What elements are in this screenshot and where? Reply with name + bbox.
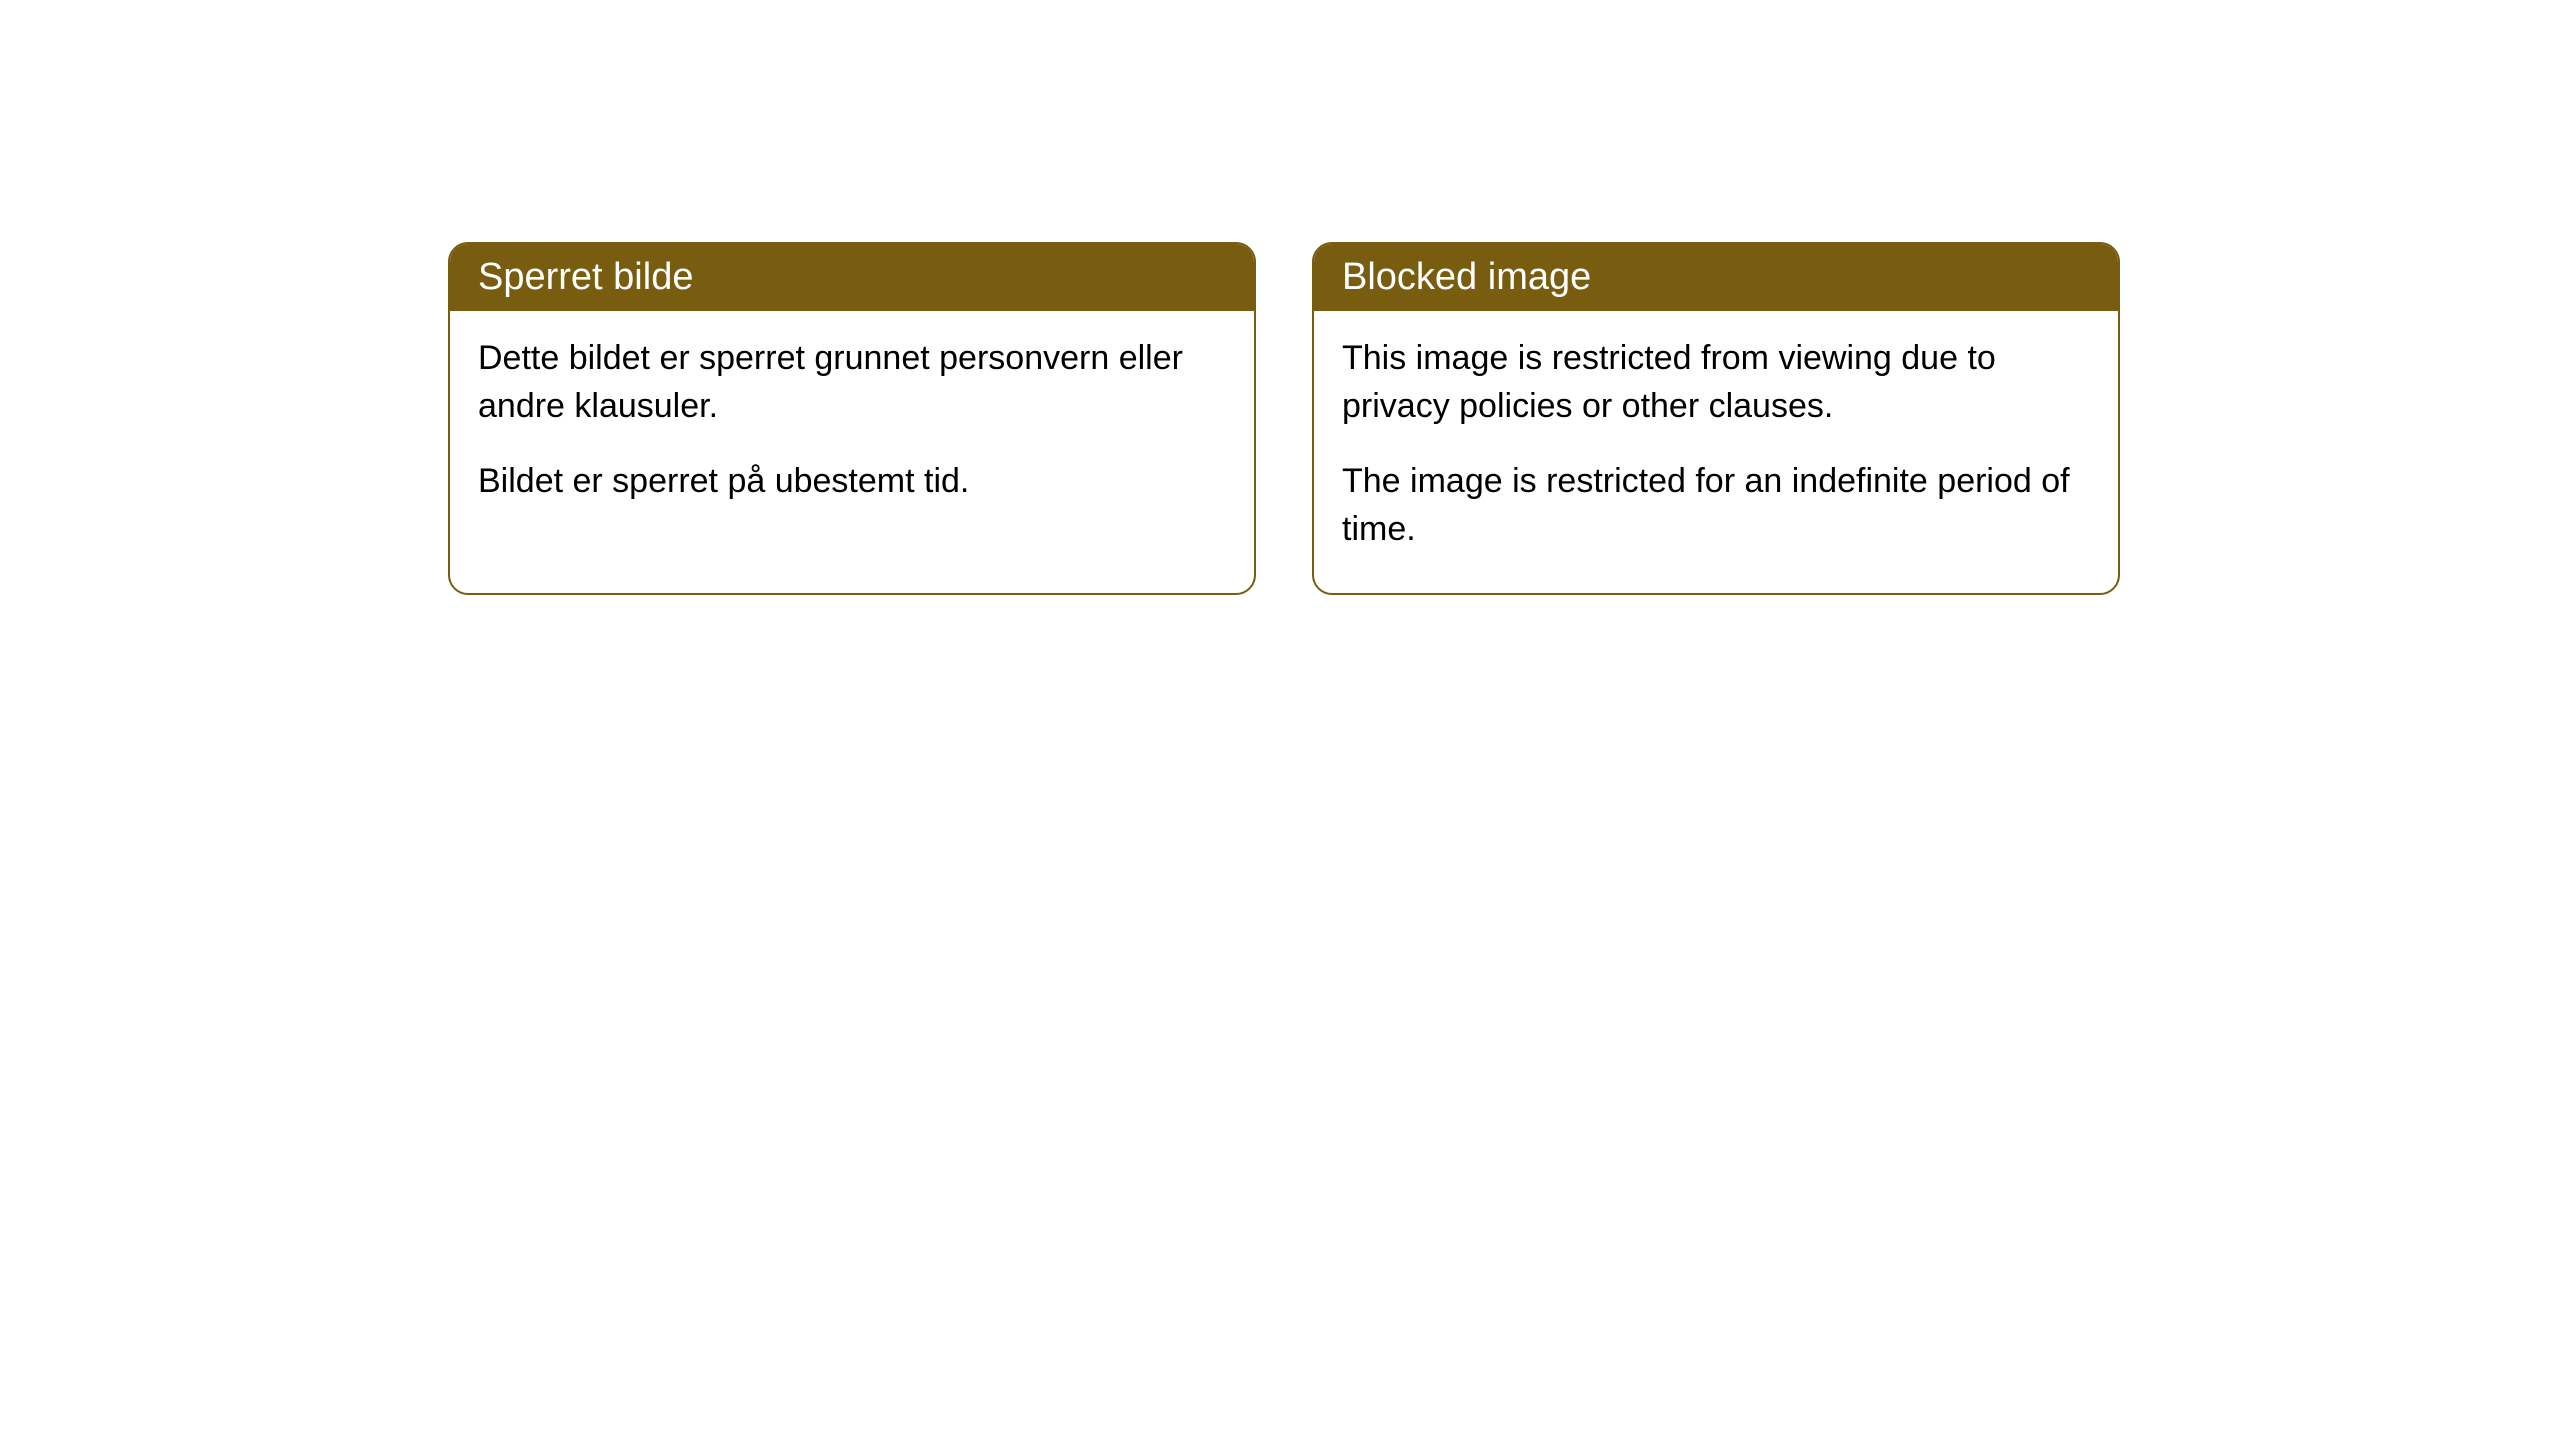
- card-paragraph-2-norwegian: Bildet er sperret på ubestemt tid.: [478, 458, 1226, 506]
- card-paragraph-1-english: This image is restricted from viewing du…: [1342, 335, 2090, 430]
- card-paragraph-1-norwegian: Dette bildet er sperret grunnet personve…: [478, 335, 1226, 430]
- card-paragraph-2-english: The image is restricted for an indefinit…: [1342, 458, 2090, 553]
- card-body-english: This image is restricted from viewing du…: [1314, 311, 2118, 593]
- card-body-norwegian: Dette bildet er sperret grunnet personve…: [450, 311, 1254, 546]
- notice-card-english: Blocked image This image is restricted f…: [1312, 242, 2120, 595]
- card-title-english: Blocked image: [1342, 256, 1591, 298]
- card-title-norwegian: Sperret bilde: [478, 256, 693, 298]
- card-header-english: Blocked image: [1314, 244, 2118, 311]
- card-header-norwegian: Sperret bilde: [450, 244, 1254, 311]
- notice-container: Sperret bilde Dette bildet er sperret gr…: [448, 242, 2120, 595]
- notice-card-norwegian: Sperret bilde Dette bildet er sperret gr…: [448, 242, 1256, 595]
